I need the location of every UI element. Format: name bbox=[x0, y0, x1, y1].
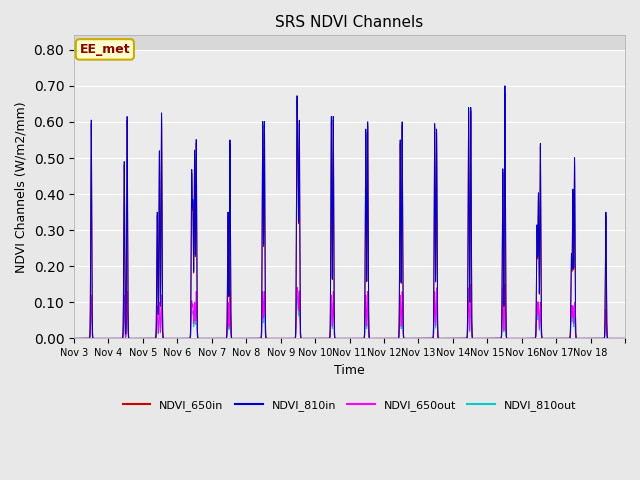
Title: SRS NDVI Channels: SRS NDVI Channels bbox=[275, 15, 424, 30]
NDVI_650out bbox=[260, 311, 268, 316]
Line: NDVI_650out: NDVI_650out bbox=[74, 284, 625, 338]
NDVI_810out bbox=[119, 332, 127, 338]
X-axis label: Time: Time bbox=[334, 364, 365, 377]
NDVI_810in bbox=[537, 149, 545, 155]
NDVI_810out bbox=[467, 292, 475, 298]
Line: NDVI_810out: NDVI_810out bbox=[74, 295, 625, 338]
NDVI_810in bbox=[222, 336, 230, 341]
NDVI_650out bbox=[497, 336, 504, 341]
NDVI_650in bbox=[260, 221, 268, 227]
NDVI_810in bbox=[501, 83, 509, 89]
Legend: NDVI_650in, NDVI_810in, NDVI_650out, NDVI_810out: NDVI_650in, NDVI_810in, NDVI_650out, NDV… bbox=[118, 396, 581, 415]
NDVI_810out bbox=[620, 336, 628, 341]
Y-axis label: NDVI Channels (W/m2/mm): NDVI Channels (W/m2/mm) bbox=[15, 101, 28, 273]
NDVI_650out bbox=[620, 336, 628, 341]
NDVI_650out bbox=[70, 336, 78, 341]
NDVI_650out bbox=[537, 301, 545, 307]
NDVI_650out bbox=[119, 332, 127, 337]
Bar bbox=[74, 36, 625, 50]
NDVI_810out bbox=[222, 336, 230, 341]
NDVI_650in bbox=[222, 336, 230, 341]
NDVI_810in bbox=[574, 336, 582, 341]
NDVI_810in bbox=[260, 219, 268, 225]
Line: NDVI_650in: NDVI_650in bbox=[74, 93, 625, 338]
NDVI_650in bbox=[537, 153, 545, 158]
NDVI_810out bbox=[537, 308, 545, 314]
NDVI_810out bbox=[621, 336, 629, 341]
NDVI_810out bbox=[497, 336, 504, 341]
NDVI_650in bbox=[70, 336, 78, 341]
NDVI_650in bbox=[574, 336, 582, 341]
NDVI_650in bbox=[501, 90, 509, 96]
Line: NDVI_810in: NDVI_810in bbox=[74, 86, 625, 338]
NDVI_810in bbox=[70, 336, 78, 341]
NDVI_650in bbox=[119, 320, 127, 326]
NDVI_810out bbox=[260, 316, 268, 322]
NDVI_810in bbox=[621, 336, 628, 341]
NDVI_810in bbox=[119, 320, 127, 325]
NDVI_650out bbox=[574, 336, 582, 341]
Text: EE_met: EE_met bbox=[79, 43, 130, 56]
NDVI_650in bbox=[621, 336, 629, 341]
NDVI_650in bbox=[497, 336, 504, 341]
NDVI_650out bbox=[222, 336, 230, 341]
NDVI_650in bbox=[621, 336, 628, 341]
NDVI_810out bbox=[70, 336, 78, 341]
NDVI_810in bbox=[497, 336, 504, 341]
NDVI_810out bbox=[574, 336, 582, 341]
NDVI_650out bbox=[467, 281, 475, 287]
NDVI_650out bbox=[621, 336, 629, 341]
NDVI_810in bbox=[621, 336, 629, 341]
